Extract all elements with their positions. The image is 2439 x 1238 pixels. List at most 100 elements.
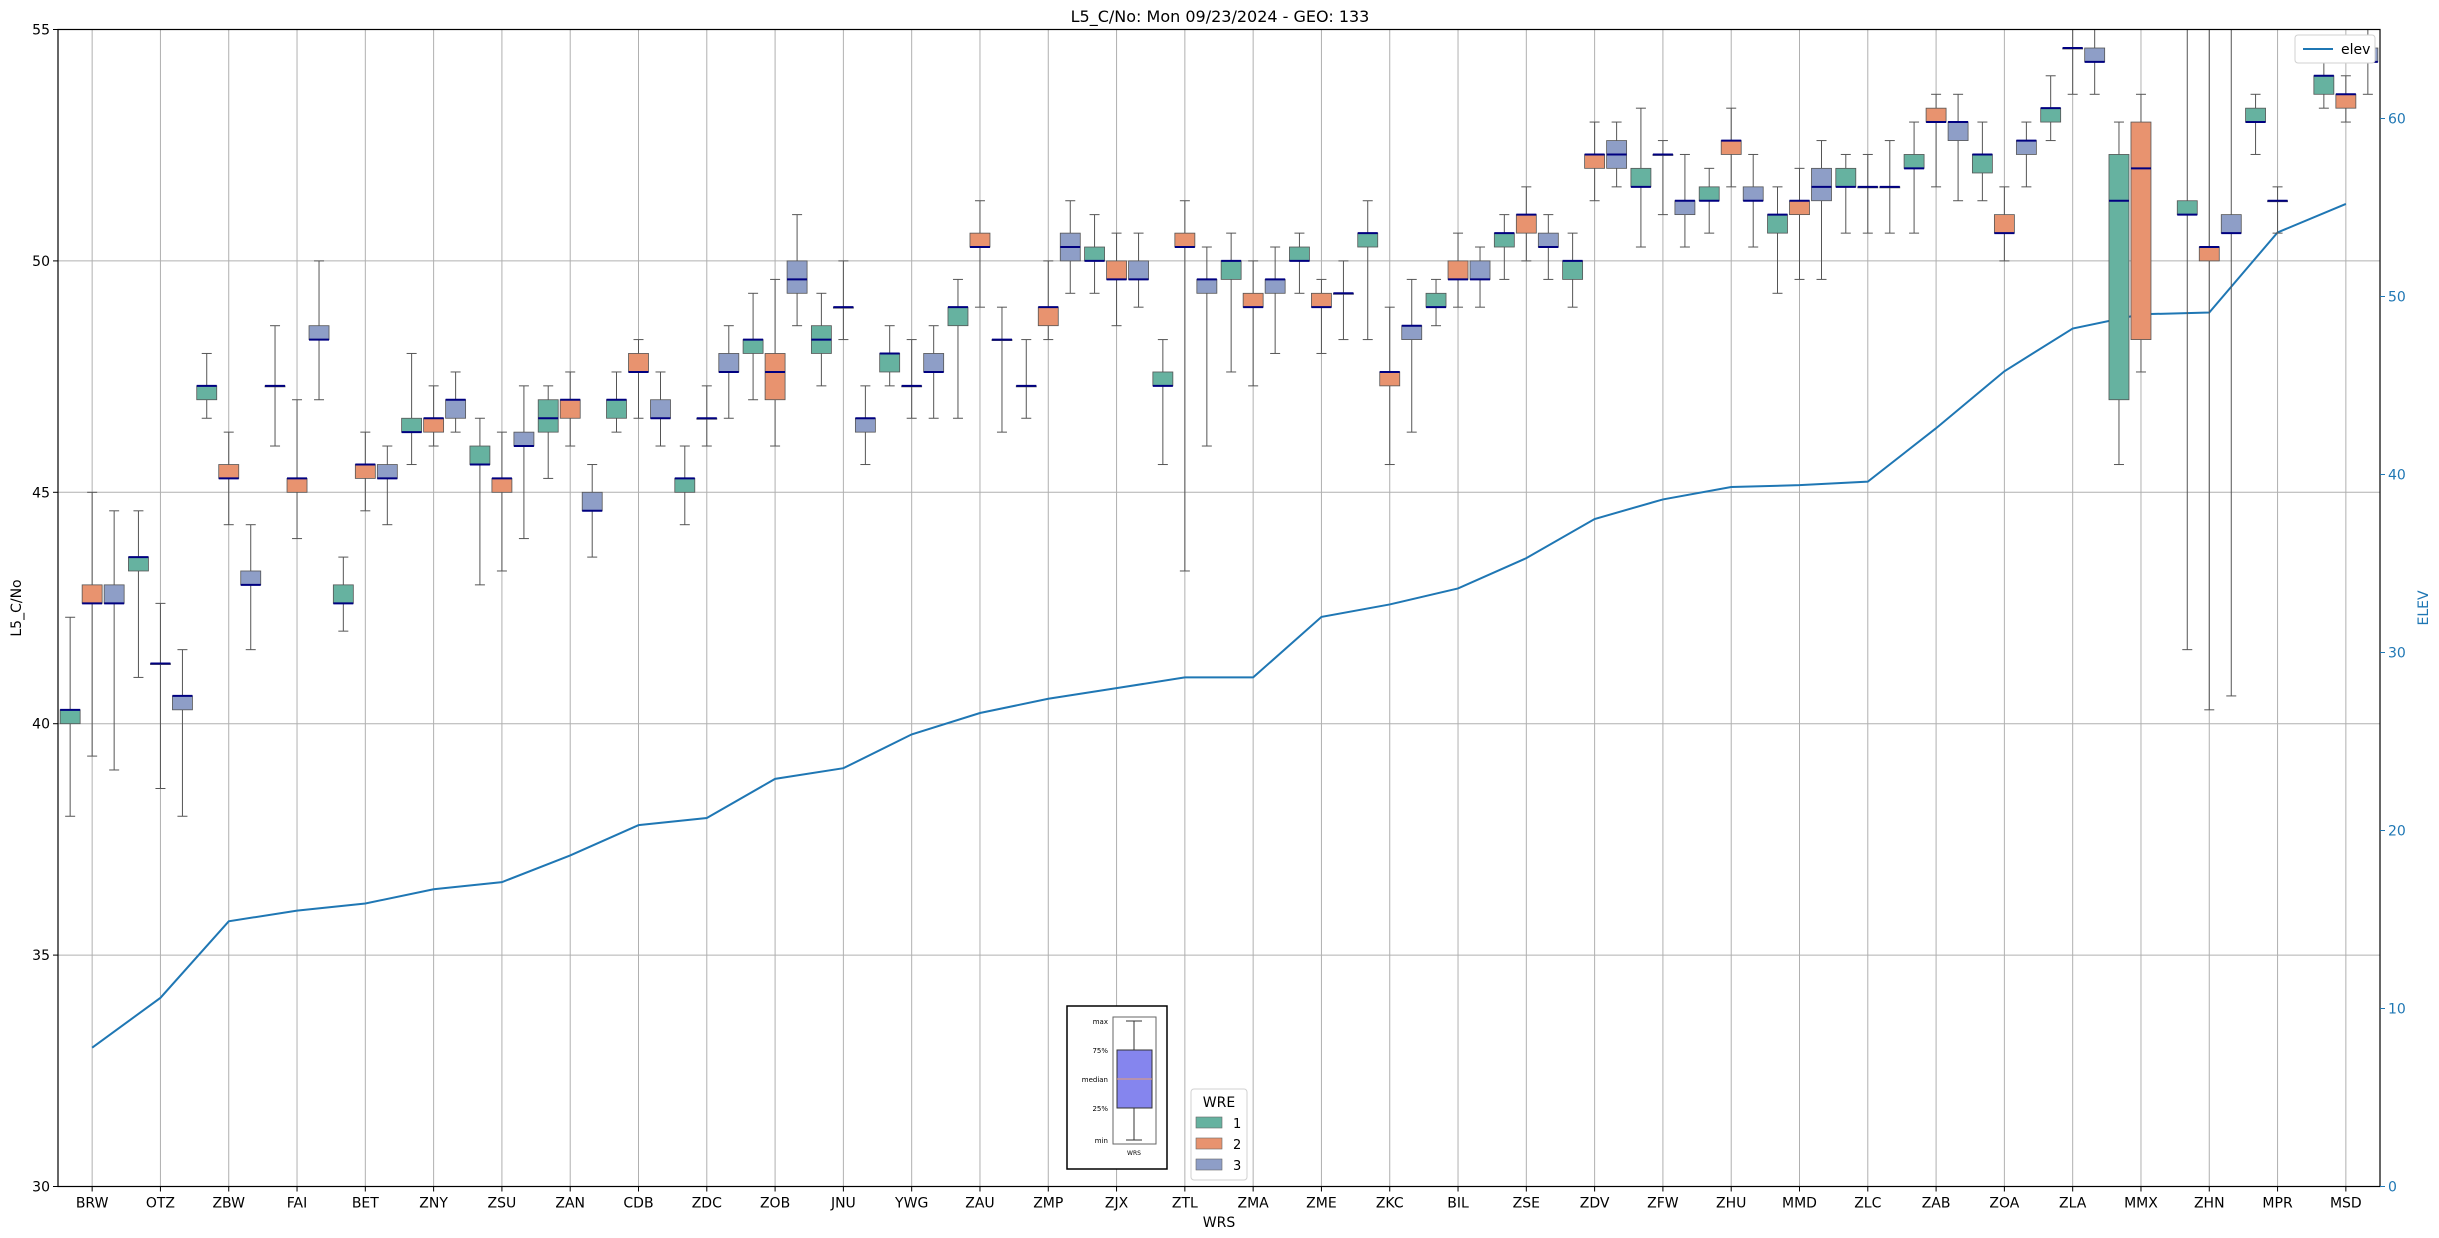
box-wre3 [991,306,1013,433]
elev-line [91,203,2347,1049]
box-plot-layer [59,29,2379,817]
box-wre1 [1220,232,1242,373]
y-right-tick-label: 30 [2388,646,2406,662]
x-tick-label: ZAN [555,1196,585,1212]
x-tick-label: ZOA [1989,1196,2019,1212]
box-wre1 [1971,121,1993,202]
box-iqr [1037,306,1059,327]
box-wre1 [1630,107,1652,248]
x-tick-label: ZKC [1376,1196,1404,1212]
box-wre3 [1264,246,1286,354]
x-tick-label: MSD [2330,1196,2362,1212]
box-key: max 75% median 25% min WRS [1066,1005,1168,1170]
box-wre2 [764,278,786,447]
box-wre2 [901,339,923,419]
box-wre3 [1811,140,1832,280]
box-wre1 [469,417,491,586]
y-axis-label: L5_C/No [9,579,25,636]
box-wre2 [1515,186,1537,262]
box-iqr [537,399,559,433]
wre-legend-swatch [1195,1158,1223,1171]
box-wre2 [2062,29,2084,95]
elev-line-layer [91,203,2347,1049]
box-iqr [401,417,423,433]
box-wre2 [150,602,171,789]
box-wre1 [2108,121,2130,466]
y-right-tick-label: 40 [2388,468,2406,484]
box-wre2 [2198,29,2220,711]
box-iqr [469,445,491,465]
box-wre2 [1993,186,2015,262]
x-tick-label: ZHU [1716,1196,1746,1212]
box-wre3 [1879,140,1901,234]
box-iqr [2245,107,2266,123]
x-tick-label: ZLC [1854,1196,1881,1212]
box-iqr [786,260,808,294]
box-iqr [674,478,696,493]
box-wre2 [832,260,854,341]
y-axis-right-ticks: 0 10 20 30 40 50 60 [2380,112,2406,1196]
box-iqr [606,399,627,419]
box-wre2 [1925,93,1947,188]
box-wre1 [1698,167,1720,234]
box-iqr [1493,232,1515,248]
box-wre3 [1947,93,1969,202]
box-wre2 [559,371,581,447]
box-iqr [923,353,945,373]
box-wre1 [1015,339,1037,419]
x-tick-label: FAI [287,1196,307,1212]
x-tick-label: ZDV [1580,1196,1610,1212]
box-wre1 [947,278,969,419]
box-iqr [2198,246,2220,262]
x-tick-label: OTZ [146,1196,175,1212]
box-wre2 [969,200,991,308]
box-iqr [2084,47,2106,63]
box-key-label-q1: 25% [1092,1105,1108,1113]
box-wre2 [1652,140,1674,216]
box-wre1 [1835,153,1857,234]
chart-title: L5_C/No: Mon 09/23/2024 - GEO: 133 [1071,7,1370,27]
box-iqr [1903,154,1925,169]
box-iqr [1993,214,2015,234]
box-iqr [1401,325,1423,340]
box-iqr [1196,279,1218,294]
box-wre1 [2245,93,2266,155]
x-tick-label: ZDC [692,1196,722,1212]
box-wre2 [81,491,103,757]
box-wre2 [2335,75,2357,123]
y-tick-label: 40 [32,717,50,733]
grid-lines [58,29,2380,1187]
box-iqr [308,325,330,340]
box-wre1 [1562,232,1584,308]
box-iqr [445,399,467,419]
box-wre1 [401,352,423,466]
box-iqr [1835,167,1857,188]
box-wre3 [1401,278,1423,433]
box-iqr [2130,121,2152,340]
box-wre1 [1493,214,1515,280]
box-iqr [1447,260,1469,280]
x-tick-label: BET [352,1196,379,1212]
x-tick-label: BIL [1447,1196,1469,1212]
x-tick-label: ZLA [2059,1196,2087,1212]
box-wre2 [286,399,308,540]
box-wre1 [537,385,559,479]
y-axis-right-label: ELEV [2416,590,2432,625]
box-iqr [559,399,581,419]
box-iqr [969,232,991,248]
box-iqr [1789,200,1810,216]
x-axis-label: WRS [1203,1215,1236,1231]
box-key-label-q3: 75% [1092,1047,1108,1055]
box-wre3 [1606,121,1628,188]
box-iqr [128,556,149,572]
box-iqr [513,431,535,447]
box-iqr [1242,292,1264,308]
wre-legend: WRE 1 2 3 [1190,1088,1248,1181]
x-tick-label: ZBW [212,1196,245,1212]
box-iqr [491,478,513,493]
x-tick-label: ZJX [1105,1196,1129,1212]
box-iqr [59,709,81,725]
x-tick-label: ZAB [1922,1196,1951,1212]
box-wre2 [1242,260,1264,387]
